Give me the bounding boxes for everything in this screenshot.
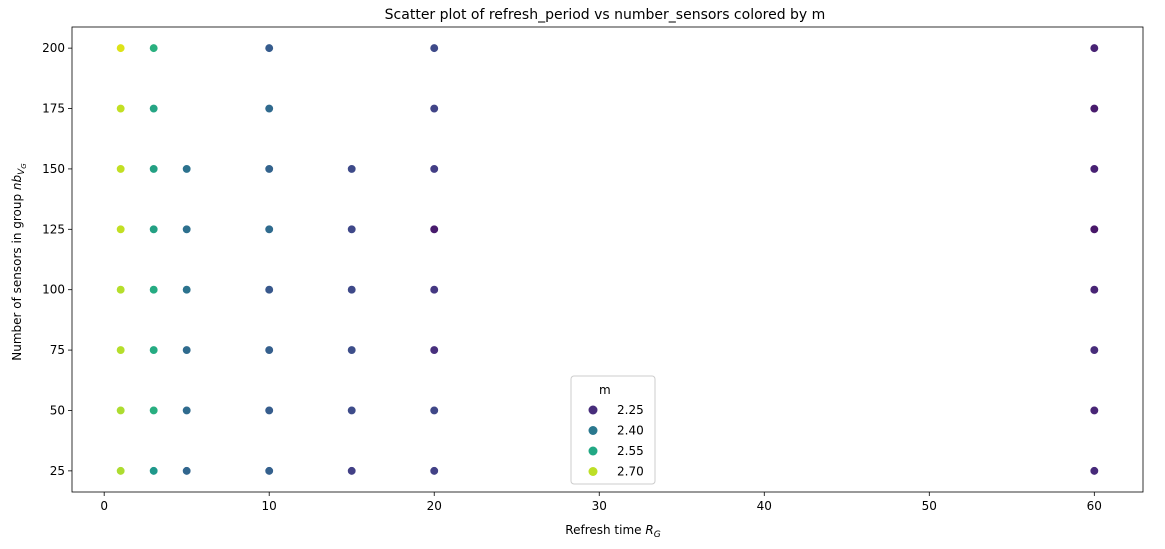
x-tick-label: 20 — [427, 499, 442, 513]
scatter-point — [264, 285, 274, 295]
scatter-point — [182, 345, 192, 355]
legend-marker — [588, 446, 598, 456]
scatter-point — [429, 345, 439, 355]
scatter-point — [347, 405, 357, 416]
y-axis-label: Number of sensors in group nbVG — [10, 163, 28, 361]
scatter-point — [116, 164, 126, 174]
legend-marker — [588, 405, 598, 415]
scatter-point — [429, 405, 439, 416]
scatter-point — [1089, 224, 1099, 234]
scatter-point — [264, 466, 274, 476]
scatter-point — [149, 224, 159, 234]
y-tick-label: 200 — [42, 41, 65, 55]
scatter-point — [429, 285, 439, 295]
scatter-point — [116, 224, 126, 234]
scatter-point — [149, 285, 159, 295]
y-tick-label: 50 — [50, 403, 65, 417]
scatter-point — [116, 285, 126, 295]
legend-label: 2.40 — [617, 424, 644, 438]
x-tick-label: 0 — [100, 499, 108, 513]
legend-label: 2.70 — [617, 465, 644, 479]
scatter-point — [264, 224, 274, 234]
y-tick-label: 100 — [42, 283, 65, 297]
scatter-point — [1089, 285, 1099, 295]
scatter-point — [264, 345, 274, 355]
scatter-point — [1089, 103, 1099, 114]
legend-entries: 2.25 2.40 2.55 2.70 — [588, 403, 644, 479]
scatter-point — [347, 466, 357, 476]
scatter-point — [1089, 405, 1099, 416]
legend: m 2.25 2.40 2.55 2.70 — [570, 375, 656, 485]
scatter-point — [116, 466, 126, 476]
scatter-point — [347, 285, 357, 295]
scatter-point — [347, 345, 357, 355]
y-tick-label: 75 — [50, 343, 65, 357]
scatter-point — [429, 466, 439, 476]
scatter-point — [264, 43, 274, 53]
scatter-point — [264, 164, 274, 174]
scatter-point — [347, 164, 357, 174]
scatter-point — [264, 405, 274, 416]
legend-marker — [588, 467, 598, 476]
legend-label: 2.25 — [617, 403, 644, 417]
scatter-point — [149, 103, 159, 114]
scatter-point — [347, 224, 357, 234]
scatter-point — [149, 405, 159, 416]
x-tick-label: 60 — [1087, 499, 1102, 513]
legend-label: 2.55 — [617, 444, 644, 458]
scatter-point — [182, 164, 192, 174]
legend-box — [570, 375, 656, 485]
scatter-point — [182, 466, 192, 476]
chart-title: Scatter plot of refresh_period vs number… — [385, 7, 826, 23]
scatter-point — [429, 43, 439, 53]
legend-title: m — [599, 383, 611, 397]
x-tick-label: 50 — [922, 499, 937, 513]
scatter-point — [116, 43, 126, 53]
scatter-point — [182, 405, 192, 416]
scatter-point — [116, 345, 126, 355]
y-tick-label: 25 — [50, 464, 65, 478]
scatter-point — [149, 466, 159, 476]
x-axis: 0 10 20 30 40 50 60 — [100, 492, 1102, 513]
scatter-point — [182, 285, 192, 295]
scatter-point — [149, 43, 159, 53]
legend-marker — [588, 426, 598, 435]
scatter-point — [264, 103, 274, 114]
y-tick-label: 150 — [42, 162, 65, 176]
scatter-point — [1089, 164, 1099, 174]
x-tick-label: 40 — [757, 499, 772, 513]
scatter-point — [182, 224, 192, 234]
scatter-point — [1089, 43, 1099, 53]
data-points — [116, 43, 1099, 476]
scatter-point — [1089, 345, 1099, 355]
scatter-point — [149, 164, 159, 174]
scatter-point — [149, 345, 159, 355]
y-tick-label: 125 — [42, 222, 65, 236]
scatter-point — [116, 103, 126, 114]
scatter-point — [1089, 466, 1099, 476]
y-tick-label: 175 — [42, 102, 65, 116]
x-axis-label: Refresh time RG — [565, 523, 660, 540]
scatter-point — [429, 224, 439, 234]
scatter-point — [116, 405, 126, 416]
x-tick-label: 10 — [262, 499, 277, 513]
scatter-point — [429, 103, 439, 114]
scatter-point — [429, 164, 439, 174]
x-tick-label: 30 — [592, 499, 607, 513]
y-axis: 25 50 75 100 125 150 175 200 — [42, 41, 72, 478]
